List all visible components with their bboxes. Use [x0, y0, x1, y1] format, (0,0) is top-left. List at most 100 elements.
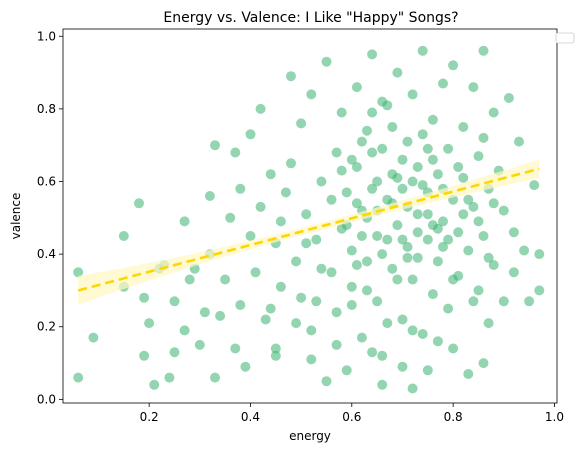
data-point: [351, 162, 362, 172]
data-point: [169, 296, 180, 307]
data-point: [326, 267, 337, 278]
data-point: [286, 71, 296, 82]
x-tick-label: 0.8: [444, 410, 463, 424]
data-point: [463, 369, 474, 379]
x-tick-label: 0.4: [241, 410, 260, 424]
y-axis-label: valence: [9, 193, 23, 240]
plot-area: [73, 45, 545, 394]
data-point: [73, 372, 84, 383]
data-point: [402, 241, 413, 252]
data-point: [519, 245, 530, 256]
data-point: [306, 325, 317, 336]
data-point: [407, 89, 418, 100]
data-point: [245, 231, 256, 241]
data-point: [139, 350, 150, 361]
data-point: [377, 350, 388, 361]
data-point: [488, 198, 499, 209]
data-point: [483, 318, 494, 329]
data-point: [149, 379, 160, 390]
data-point: [331, 147, 342, 158]
data-point: [341, 187, 352, 198]
data-point: [291, 318, 302, 329]
y-axis-ticks: 0.0 0.2 0.4 0.6 0.8 1.0: [37, 29, 63, 406]
data-point: [372, 176, 383, 187]
data-point: [402, 136, 413, 147]
data-point: [321, 56, 332, 67]
data-point: [144, 318, 155, 329]
y-tick-label: 0.8: [37, 102, 56, 116]
data-point: [438, 78, 448, 89]
data-point: [458, 122, 469, 132]
data-point: [356, 136, 367, 147]
data-point: [306, 354, 317, 365]
data-point: [260, 314, 271, 325]
data-point: [407, 176, 418, 187]
y-tick-label: 0.6: [37, 175, 56, 189]
data-point: [367, 147, 378, 158]
x-axis-label: energy: [289, 429, 331, 443]
data-point: [397, 361, 408, 372]
data-point: [134, 198, 144, 209]
chart-title: Energy vs. Valence: I Like "Happy" Songs…: [163, 10, 458, 26]
data-point: [341, 365, 352, 376]
data-point: [169, 347, 180, 358]
data-point: [483, 252, 494, 263]
data-point: [362, 256, 372, 267]
data-point: [311, 296, 322, 307]
data-point: [488, 260, 499, 270]
y-tick-label: 1.0: [37, 29, 56, 43]
data-point: [473, 285, 484, 296]
data-point: [255, 103, 266, 114]
data-point: [194, 339, 205, 350]
data-point: [331, 339, 342, 350]
data-point: [458, 209, 469, 220]
data-point: [412, 227, 423, 238]
data-point: [407, 383, 418, 394]
data-point: [316, 176, 327, 187]
data-point: [377, 96, 388, 107]
data-point: [362, 285, 372, 296]
data-point: [387, 263, 398, 274]
data-point: [443, 234, 454, 245]
data-point: [438, 216, 448, 227]
data-point: [503, 93, 514, 103]
data-point: [331, 307, 342, 318]
data-point: [397, 154, 408, 165]
data-point: [321, 376, 332, 387]
data-point: [265, 303, 276, 314]
data-point: [270, 350, 281, 361]
data-point: [88, 332, 99, 343]
data-point: [453, 162, 464, 172]
data-point: [498, 296, 509, 307]
regression-line: [77, 167, 540, 292]
data-point: [199, 307, 210, 318]
data-point: [311, 234, 322, 245]
data-point: [397, 314, 408, 325]
data-point: [255, 201, 266, 212]
data-point: [448, 60, 459, 71]
x-tick-label: 0.6: [342, 410, 361, 424]
data-point: [432, 169, 443, 180]
data-point: [478, 45, 489, 56]
y-tick-label: 0.2: [37, 320, 56, 334]
data-point: [336, 165, 347, 176]
data-point: [270, 343, 281, 354]
data-point: [235, 300, 246, 310]
data-point: [508, 267, 519, 278]
data-point: [204, 191, 215, 201]
x-axis-ticks: 0.2 0.4 0.6 0.8 1.0: [140, 403, 564, 424]
data-point: [432, 256, 443, 267]
data-point: [346, 281, 357, 292]
data-point: [210, 372, 220, 383]
data-point: [351, 198, 362, 209]
data-point: [432, 223, 443, 234]
data-point: [280, 187, 291, 198]
data-point: [443, 143, 454, 154]
data-point: [438, 241, 448, 252]
data-point: [427, 289, 438, 300]
data-point: [529, 180, 540, 191]
data-point: [422, 209, 433, 220]
data-point: [412, 252, 423, 263]
data-point: [488, 107, 499, 118]
